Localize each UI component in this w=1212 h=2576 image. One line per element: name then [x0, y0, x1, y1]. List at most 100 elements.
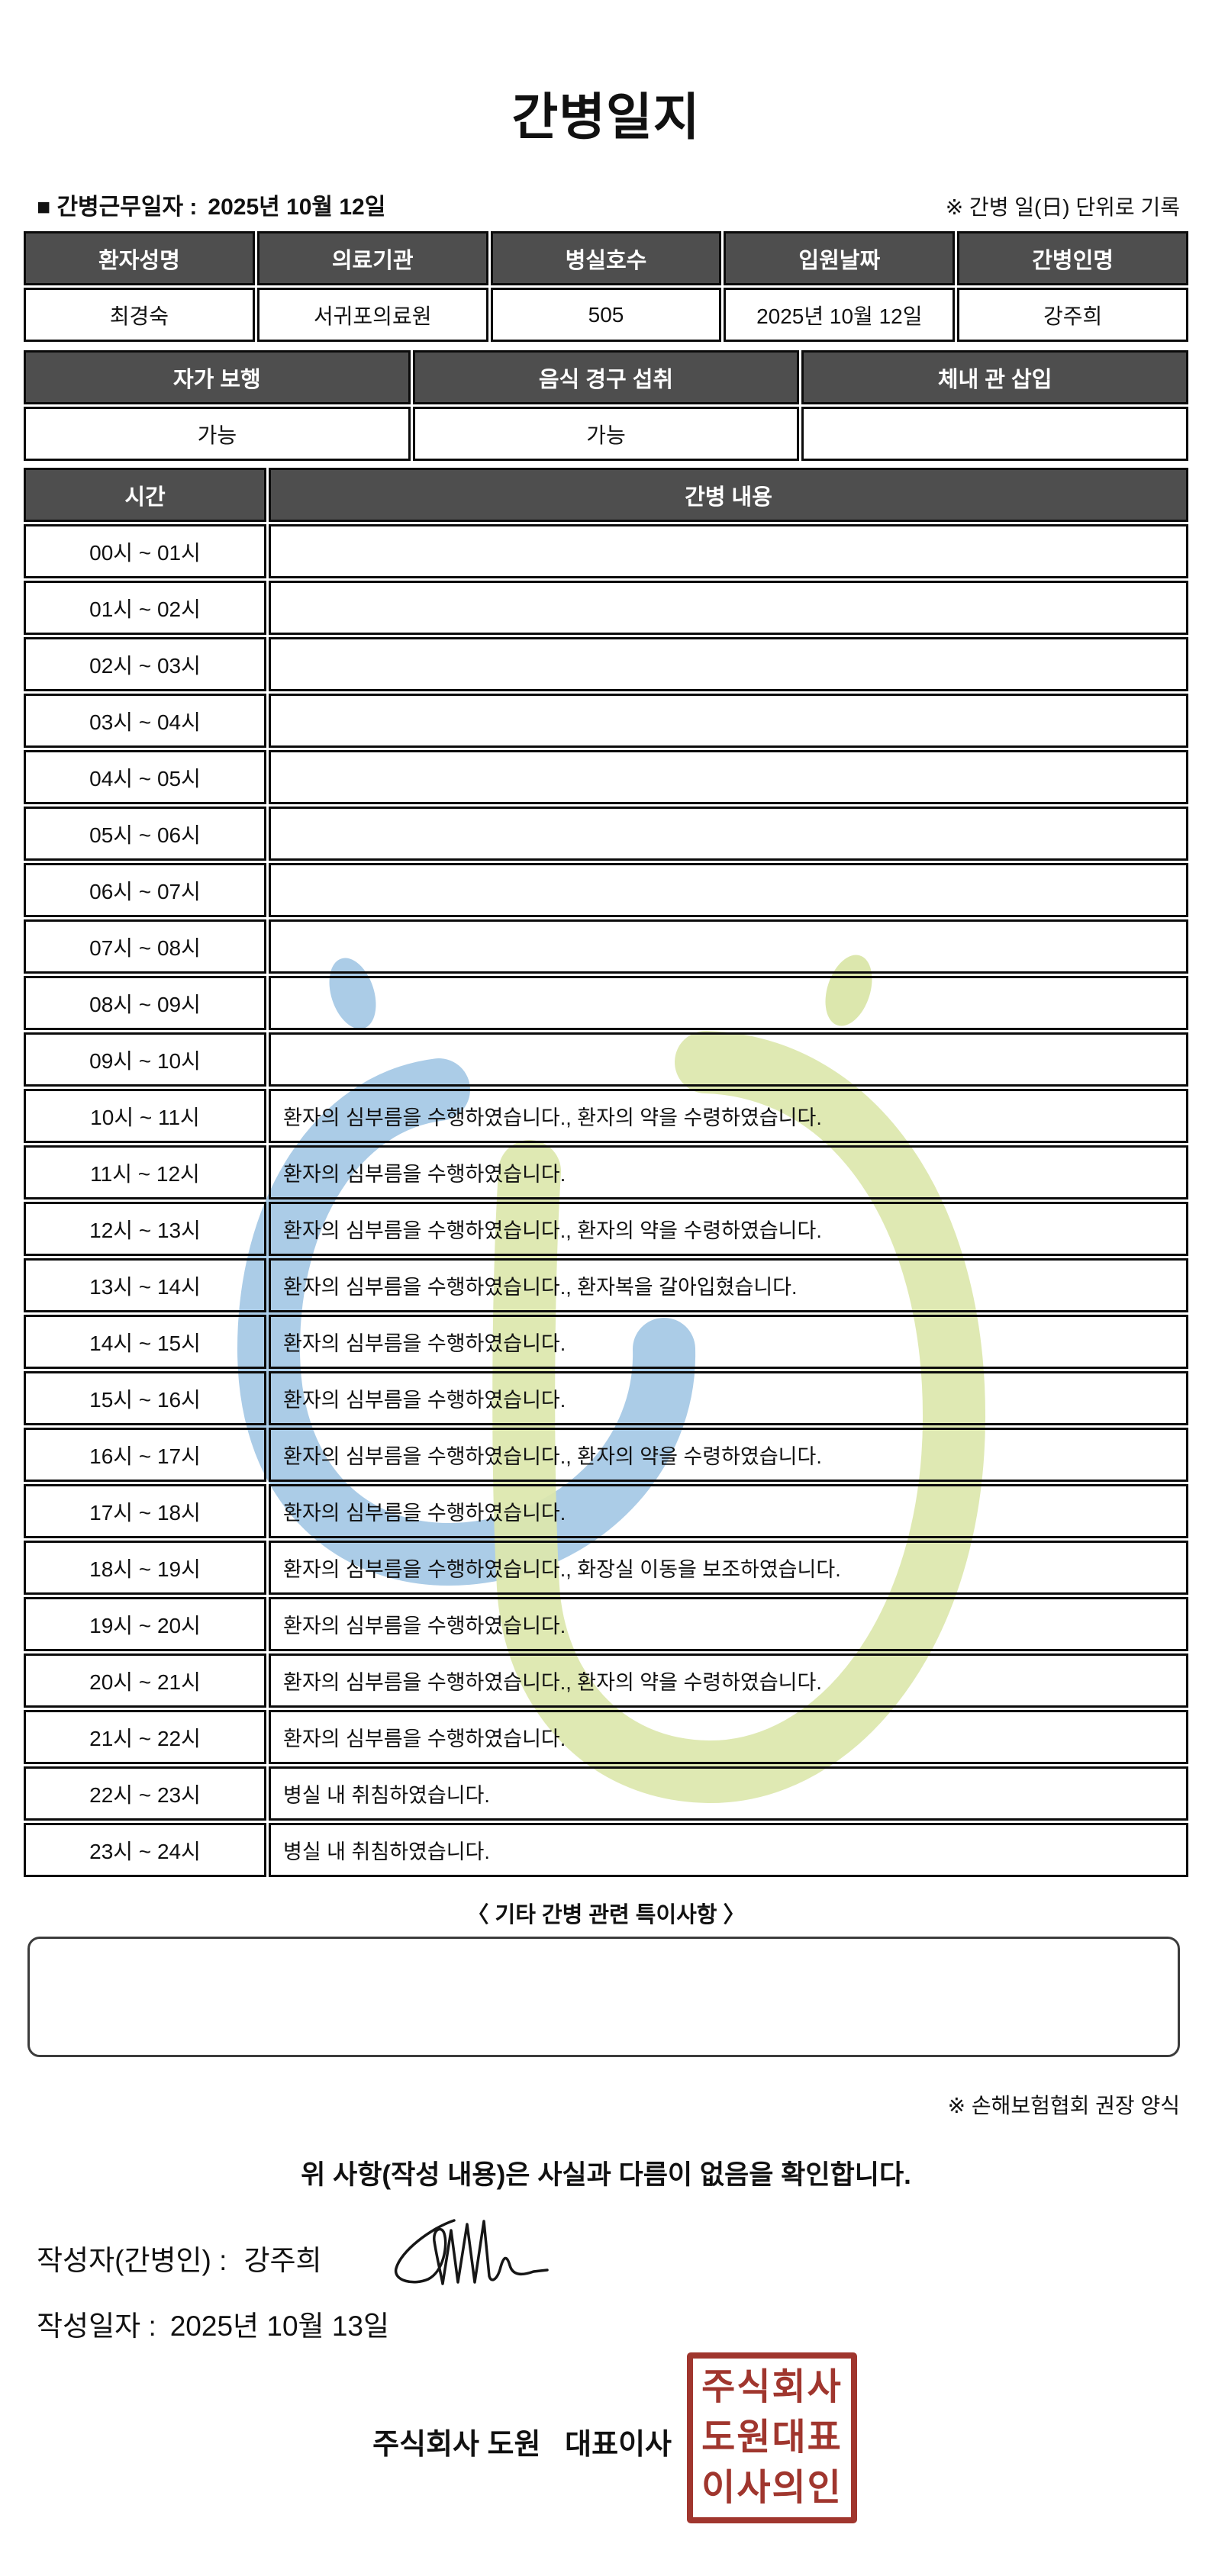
log-row: 16시 ~ 17시 환자의 심부름을 수행하였습니다., 환자의 약을 수령하였습… [24, 1428, 1188, 1482]
header-oral-intake: 음식 경구 섭취 [412, 350, 800, 404]
log-row: 09시 ~ 10시 [24, 1032, 1188, 1087]
log-time: 22시 ~ 23시 [24, 1766, 266, 1821]
log-content: 환자의 심부름을 수행하였습니다., 환자의 약을 수령하였습니다. [269, 1653, 1188, 1708]
log-content: 병실 내 취침하였습니다. [269, 1823, 1188, 1877]
log-row: 19시 ~ 20시 환자의 심부름을 수행하였습니다. [24, 1597, 1188, 1651]
writer-label: 작성자(간병인) : [37, 2245, 227, 2276]
log-row: 10시 ~ 11시 환자의 심부름을 수행하였습니다., 환자의 약을 수령하였습… [24, 1089, 1188, 1143]
header-internal-tube: 체내 관 삽입 [801, 350, 1188, 404]
log-time: 13시 ~ 14시 [24, 1258, 266, 1312]
log-content: 환자의 심부름을 수행하였습니다. [269, 1597, 1188, 1651]
log-content [269, 1032, 1188, 1087]
log-content [269, 919, 1188, 974]
special-notes-box [27, 1937, 1180, 2057]
log-content: 환자의 심부름을 수행하였습니다., 환자복을 갈아입혔습니다. [269, 1258, 1188, 1312]
log-time: 05시 ~ 06시 [24, 807, 266, 861]
corporate-seal-stamp: 주식회사 도원대표 이사의인 [687, 2352, 857, 2523]
value-oral-intake: 가능 [412, 407, 800, 461]
stamp-line: 이사의인 [701, 2468, 843, 2508]
log-content: 환자의 심부름을 수행하였습니다., 환자의 약을 수령하였습니다. [269, 1428, 1188, 1482]
log-content [269, 581, 1188, 635]
log-content [269, 524, 1188, 578]
writer-name: 강주희 [243, 2245, 322, 2276]
log-content: 환자의 심부름을 수행하였습니다. [269, 1315, 1188, 1369]
log-content: 환자의 심부름을 수행하였습니다., 화장실 이동을 보조하였습니다. [269, 1541, 1188, 1595]
log-row: 13시 ~ 14시 환자의 심부름을 수행하였습니다., 환자복을 갈아입혔습니다… [24, 1258, 1188, 1312]
log-row: 06시 ~ 07시 [24, 863, 1188, 917]
header-patient-name: 환자성명 [24, 231, 255, 285]
log-content [269, 750, 1188, 804]
work-date-line: ■ 간병근무일자 : 2025년 10월 12일 [37, 188, 385, 221]
log-time: 08시 ~ 09시 [24, 976, 266, 1030]
log-row: 14시 ~ 15시 환자의 심부름을 수행하였습니다. [24, 1315, 1188, 1369]
value-internal-tube [801, 407, 1188, 461]
log-row: 17시 ~ 18시 환자의 심부름을 수행하였습니다. [24, 1484, 1188, 1538]
header-caregiver-name: 간병인명 [957, 231, 1188, 285]
write-date-label: 작성일자 : [37, 2310, 156, 2342]
unit-note: ※ 간병 일(日) 단위로 기록 [945, 195, 1180, 219]
patient-info-table: 환자성명 의료기관 병실호수 입원날짜 간병인명 최경숙 서귀포의료원 505 … [21, 229, 1191, 344]
page-title: 간병일지 [511, 89, 701, 145]
company-ceo-line: 주식회사 도원 대표이사 [372, 2429, 672, 2461]
work-date-label: ■ 간병근무일자 : [37, 195, 198, 220]
log-time: 16시 ~ 17시 [24, 1428, 266, 1482]
stamp-line: 주식회사 [701, 2367, 843, 2407]
log-row: 18시 ~ 19시 환자의 심부름을 수행하였습니다., 화장실 이동을 보조하였… [24, 1541, 1188, 1595]
log-content: 환자의 심부름을 수행하였습니다. [269, 1371, 1188, 1425]
work-date-value: 2025년 10월 12일 [208, 195, 386, 220]
log-content [269, 694, 1188, 748]
log-time: 06시 ~ 07시 [24, 863, 266, 917]
table-header-row: 환자성명 의료기관 병실호수 입원날짜 간병인명 [24, 231, 1188, 285]
log-row: 05시 ~ 06시 [24, 807, 1188, 861]
log-row: 15시 ~ 16시 환자의 심부름을 수행하였습니다. [24, 1371, 1188, 1425]
table-value-row: 최경숙 서귀포의료원 505 2025년 10월 12일 강주희 [24, 288, 1188, 342]
log-row: 07시 ~ 08시 [24, 919, 1188, 974]
log-content [269, 637, 1188, 691]
header-admission-date: 입원날짜 [724, 231, 956, 285]
stamp-line: 도원대표 [701, 2417, 843, 2458]
log-row: 03시 ~ 04시 [24, 694, 1188, 748]
log-time: 00시 ~ 01시 [24, 524, 266, 578]
header-medical-institution: 의료기관 [256, 231, 488, 285]
log-time: 03시 ~ 04시 [24, 694, 266, 748]
care-log-table: 시간 간병 내용 00시 ~ 01시 01시 ~ 02시 02시 ~ 03시 0… [21, 465, 1191, 1879]
write-date-value: 2025년 10월 13일 [169, 2310, 390, 2342]
log-time: 09시 ~ 10시 [24, 1032, 266, 1087]
log-row: 21시 ~ 22시 환자의 심부름을 수행하였습니다. [24, 1710, 1188, 1764]
log-row: 12시 ~ 13시 환자의 심부름을 수행하였습니다., 환자의 약을 수령하였습… [24, 1202, 1188, 1256]
log-time: 07시 ~ 08시 [24, 919, 266, 974]
log-row: 02시 ~ 03시 [24, 637, 1188, 691]
log-time: 10시 ~ 11시 [24, 1089, 266, 1143]
header-care-content: 간병 내용 [269, 468, 1188, 522]
header-self-walking: 자가 보행 [24, 350, 411, 404]
log-time: 23시 ~ 24시 [24, 1823, 266, 1877]
log-time: 01시 ~ 02시 [24, 581, 266, 635]
form-recommendation-note: ※ 손해보험협회 권장 양식 [947, 2094, 1180, 2117]
log-row: 22시 ~ 23시 병실 내 취침하였습니다. [24, 1766, 1188, 1821]
log-time: 15시 ~ 16시 [24, 1371, 266, 1425]
log-row: 01시 ~ 02시 [24, 581, 1188, 635]
caregiver-signature [395, 2219, 549, 2285]
log-time: 04시 ~ 05시 [24, 750, 266, 804]
log-content [269, 863, 1188, 917]
log-row: 08시 ~ 09시 [24, 976, 1188, 1030]
log-content: 환자의 심부름을 수행하였습니다., 환자의 약을 수령하였습니다. [269, 1089, 1188, 1143]
value-admission-date: 2025년 10월 12일 [724, 288, 956, 342]
value-caregiver-name: 강주희 [957, 288, 1188, 342]
log-row: 20시 ~ 21시 환자의 심부름을 수행하였습니다., 환자의 약을 수령하였습… [24, 1653, 1188, 1708]
log-row: 23시 ~ 24시 병실 내 취침하였습니다. [24, 1823, 1188, 1877]
log-row: 00시 ~ 01시 [24, 524, 1188, 578]
log-content: 환자의 심부름을 수행하였습니다. [269, 1145, 1188, 1199]
subheader-row: ■ 간병근무일자 : 2025년 10월 12일 ※ 간병 일(日) 단위로 기록 [37, 188, 1180, 221]
log-time: 11시 ~ 12시 [24, 1145, 266, 1199]
value-room-number: 505 [490, 288, 722, 342]
write-date-line: 작성일자 : 2025년 10월 13일 [37, 2303, 389, 2344]
log-content: 병실 내 취침하였습니다. [269, 1766, 1188, 1821]
header-room-number: 병실호수 [490, 231, 722, 285]
log-time: 17시 ~ 18시 [24, 1484, 266, 1538]
log-row: 11시 ~ 12시 환자의 심부름을 수행하였습니다. [24, 1145, 1188, 1199]
log-content: 환자의 심부름을 수행하였습니다. [269, 1710, 1188, 1764]
log-time: 02시 ~ 03시 [24, 637, 266, 691]
log-content: 환자의 심부름을 수행하였습니다. [269, 1484, 1188, 1538]
